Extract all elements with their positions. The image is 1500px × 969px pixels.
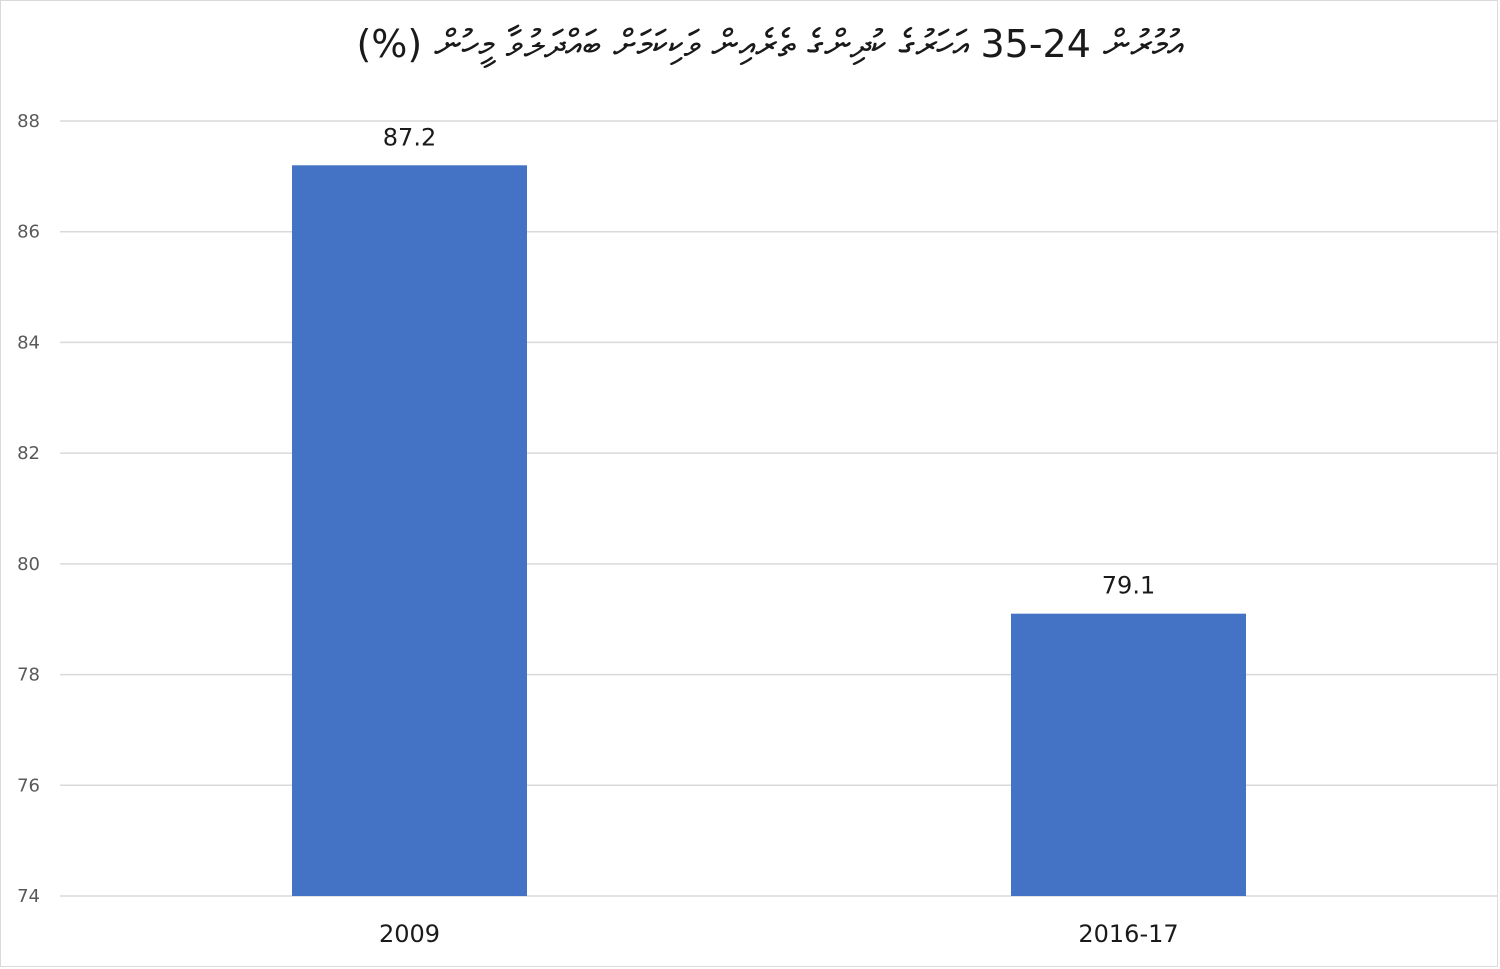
y-tick-label: 78 [17, 665, 40, 686]
y-tick-label: 80 [17, 554, 40, 575]
bars [292, 165, 1246, 897]
y-tick-label: 88 [17, 111, 40, 132]
category-label-2016-17: 2016-17 [1078, 920, 1178, 948]
y-tick-label: 84 [17, 332, 40, 353]
y-tick-label: 76 [17, 775, 40, 796]
category-labels: 2009 2016-17 [379, 920, 1179, 948]
y-tick-label: 86 [17, 222, 40, 243]
bar-2009 [292, 165, 527, 897]
bar-2016-17 [1011, 613, 1246, 896]
data-labels: 87.2 79.1 [383, 123, 1155, 599]
y-axis-ticks: 74 76 78 80 82 84 86 88 [17, 111, 40, 907]
data-label-2009: 87.2 [383, 123, 436, 151]
data-label-2016-17: 79.1 [1102, 572, 1155, 600]
gridlines [60, 120, 1498, 897]
chart-title: އުމުރުން 24-35 އަހަރުގެ ކުދިންގެ ތެރެއިނ… [356, 22, 1184, 66]
category-label-2009: 2009 [379, 920, 440, 948]
y-tick-label: 74 [17, 886, 40, 907]
y-tick-label: 82 [17, 443, 40, 464]
